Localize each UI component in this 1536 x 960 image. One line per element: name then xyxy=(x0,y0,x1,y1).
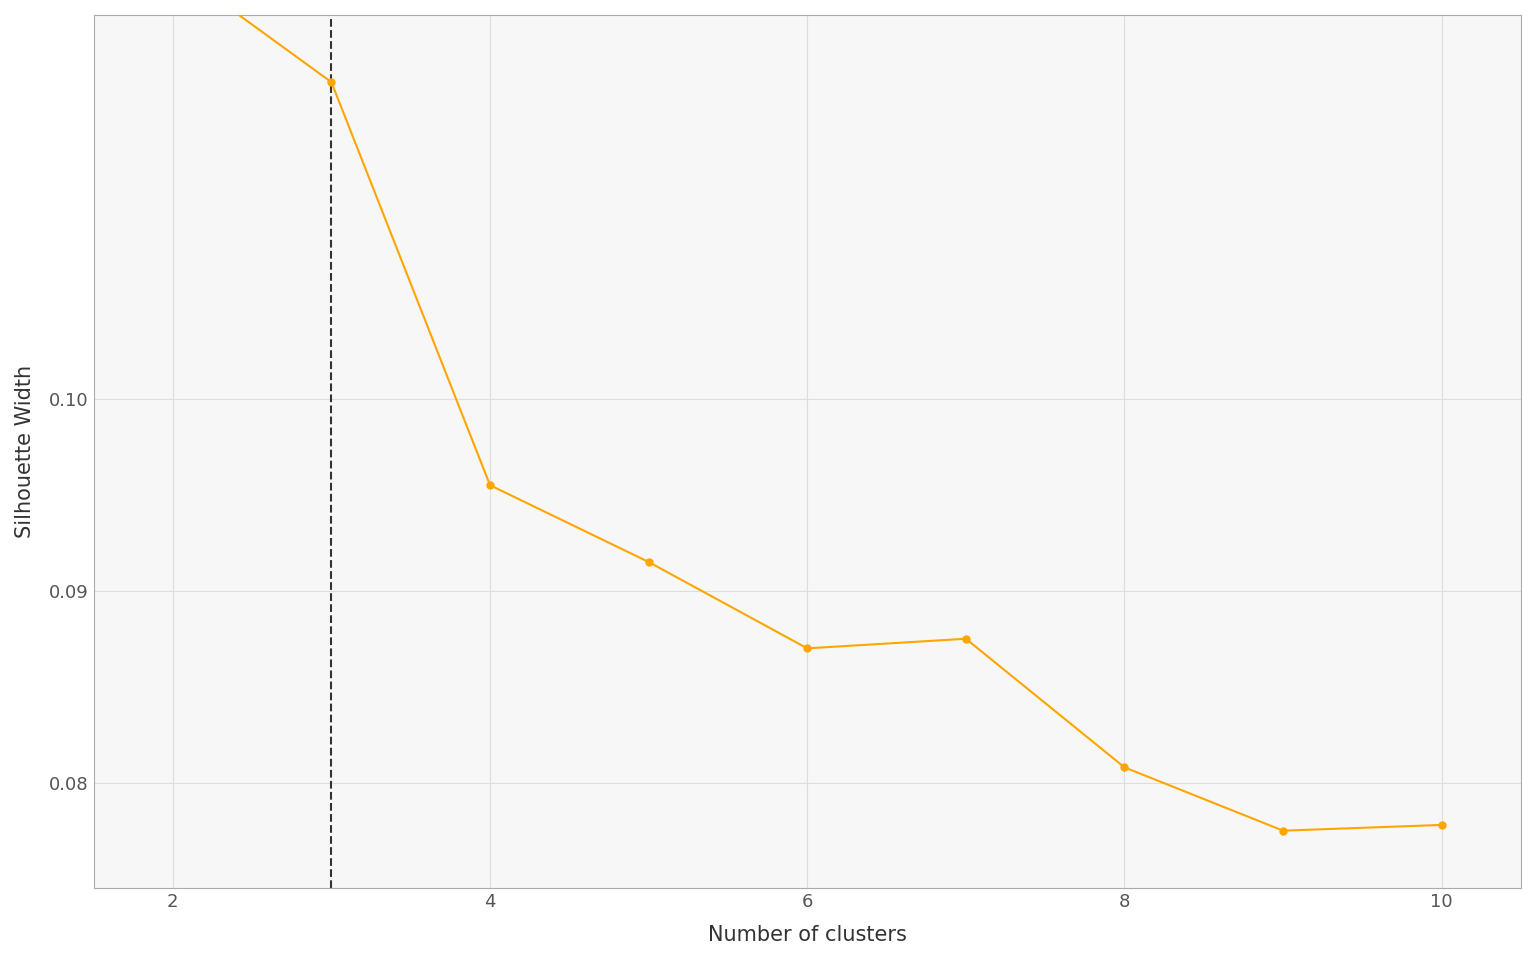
X-axis label: Number of clusters: Number of clusters xyxy=(708,925,906,945)
Y-axis label: Silhouette Width: Silhouette Width xyxy=(15,365,35,539)
